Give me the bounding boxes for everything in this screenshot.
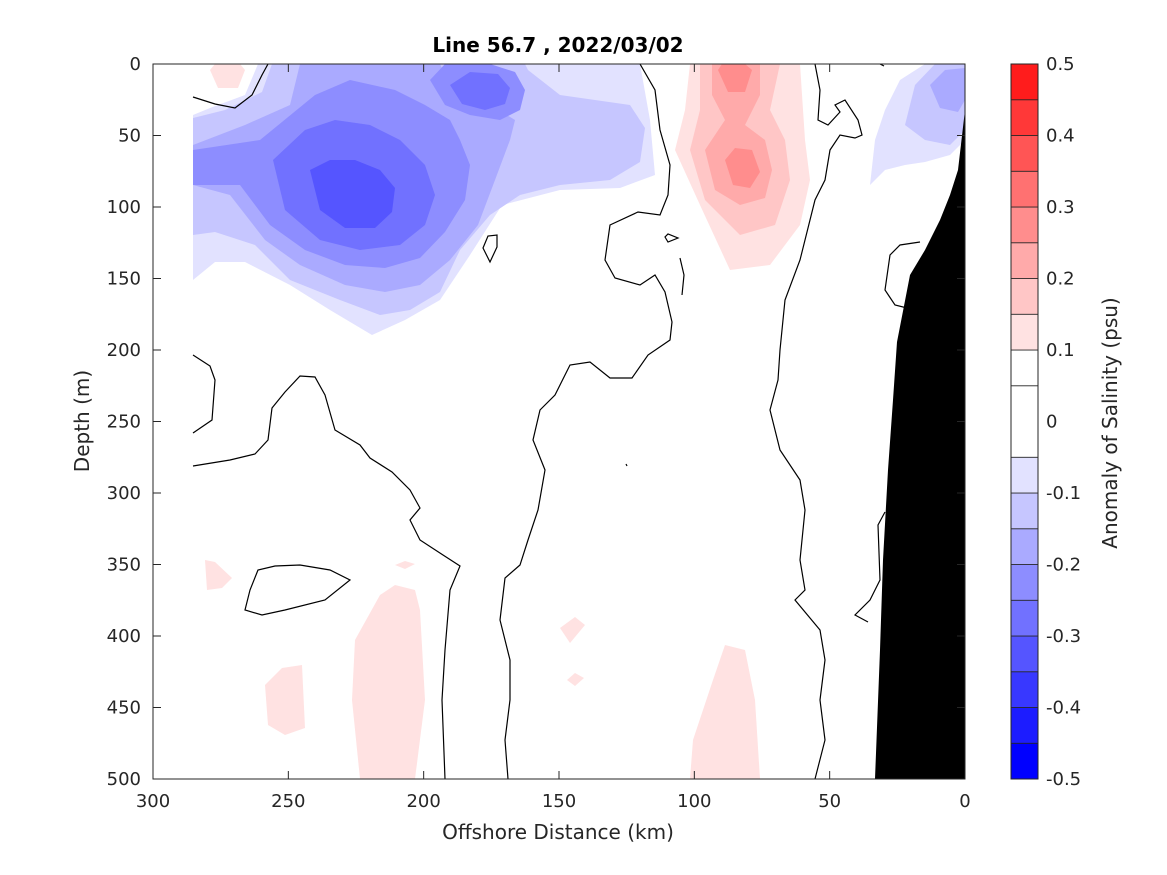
colorbar-swatch <box>1010 492 1039 530</box>
colorbar-swatch <box>1010 456 1039 494</box>
zero-contours <box>192 64 921 779</box>
colorbar-swatch <box>1010 349 1039 387</box>
colorbar-swatch <box>1010 564 1039 601</box>
salty-patch-deep-2 <box>265 665 305 735</box>
fresh-lobe-upper-core <box>450 72 510 110</box>
x-axis: 300 250 200 150 100 50 0 <box>136 64 971 812</box>
colorbar-swatch <box>1010 528 1039 565</box>
zero-contour-line <box>769 64 863 779</box>
zero-contour-dot <box>625 463 628 467</box>
colorbar-swatch <box>1010 313 1039 351</box>
bathymetry-wedge <box>875 110 965 779</box>
colorbar-swatch <box>1010 385 1039 458</box>
x-tick-label: 200 <box>406 791 440 812</box>
x-tick-label: 100 <box>677 791 711 812</box>
colorbar-swatch <box>1010 635 1039 673</box>
colorbar-tick-label: -0.2 <box>1046 555 1081 576</box>
colorbar-tick-label: 0.5 <box>1046 54 1075 75</box>
y-tick-label: 150 <box>107 269 141 290</box>
y-axis-label: Depth (m) <box>70 370 94 472</box>
salty-patch-deep-7 <box>395 561 415 569</box>
salty-patch-deep-6 <box>567 673 584 686</box>
colorbar-tick-label: 0.1 <box>1046 340 1075 361</box>
contour-layer <box>192 64 965 779</box>
colorbar-swatch <box>1010 742 1039 780</box>
colorbar-swatch <box>1010 99 1039 136</box>
y-axis: 0 50 100 150 200 250 300 350 400 450 500 <box>107 54 965 790</box>
colorbar-swatch <box>1010 278 1039 315</box>
salty-patch-deep-3 <box>690 645 760 779</box>
zero-contour-line <box>192 64 269 109</box>
x-tick-label: 250 <box>271 791 305 812</box>
colorbar: 0.5 0.4 0.3 0.2 0.1 0 -0.1 -0.2 -0.3 -0.4 -0.5 <box>1010 54 1081 790</box>
y-tick-label: 400 <box>107 626 141 647</box>
salty-band-0-25-upper <box>718 64 752 92</box>
colorbar-swatch <box>1010 206 1039 244</box>
y-tick-label: 200 <box>107 340 141 361</box>
colorbar-tick-label: -0.4 <box>1046 698 1081 719</box>
zero-contour-line <box>664 233 680 243</box>
colorbar-swatch <box>1010 599 1039 637</box>
colorbar-tick-label: -0.5 <box>1046 769 1081 790</box>
y-tick-label: 50 <box>118 126 141 147</box>
x-tick-label: 0 <box>959 791 970 812</box>
y-tick-label: 300 <box>107 483 141 504</box>
zero-contour-line <box>192 375 461 779</box>
x-tick-label: 150 <box>542 791 576 812</box>
y-tick-label: 350 <box>107 555 141 576</box>
x-tick-label: 300 <box>136 791 170 812</box>
fresh-band-0-35 <box>310 160 395 228</box>
zero-contour-line <box>884 241 921 311</box>
colorbar-tick-label: 0.4 <box>1046 126 1075 147</box>
y-tick-label: 100 <box>107 197 141 218</box>
salty-patch-surface <box>210 64 245 88</box>
zero-contour-line <box>854 511 886 623</box>
zero-contour-line <box>679 257 685 296</box>
colorbar-tick-label: 0 <box>1046 412 1057 433</box>
zero-contour-line <box>244 564 352 616</box>
y-tick-label: 0 <box>130 54 141 75</box>
salty-patch-deep-5 <box>560 617 585 643</box>
colorbar-swatch <box>1010 707 1039 744</box>
chart-title: Line 56.7 , 2022/03/02 <box>432 33 683 57</box>
zero-contour-line <box>192 354 216 434</box>
y-tick-label: 250 <box>107 412 141 433</box>
colorbar-frame <box>1010 63 1039 780</box>
fresh-coastal-band-3 <box>930 68 965 112</box>
salty-patch-deep-1 <box>352 585 425 779</box>
salty-patch-deep-4 <box>205 560 232 590</box>
colorbar-swatch <box>1010 671 1039 708</box>
x-axis-label: Offshore Distance (km) <box>442 820 674 844</box>
colorbar-swatch <box>1010 170 1039 208</box>
colorbar-tick-label: -0.1 <box>1046 483 1081 504</box>
salty-band-0-25-lower <box>725 148 760 188</box>
colorbar-label: Anomaly of Salinity (psu) <box>1098 297 1122 548</box>
colorbar-swatch <box>1010 135 1039 172</box>
y-tick-label: 500 <box>107 769 141 790</box>
colorbar-tick-label: 0.2 <box>1046 269 1075 290</box>
x-tick-label: 50 <box>818 791 841 812</box>
colorbar-swatch <box>1010 242 1039 279</box>
colorbar-tick-label: -0.3 <box>1046 626 1081 647</box>
colorbar-tick-label: 0.3 <box>1046 197 1075 218</box>
zero-contour-line <box>499 64 673 779</box>
zero-contour-line <box>482 234 498 264</box>
y-tick-label: 450 <box>107 698 141 719</box>
colorbar-swatch <box>1010 63 1039 101</box>
